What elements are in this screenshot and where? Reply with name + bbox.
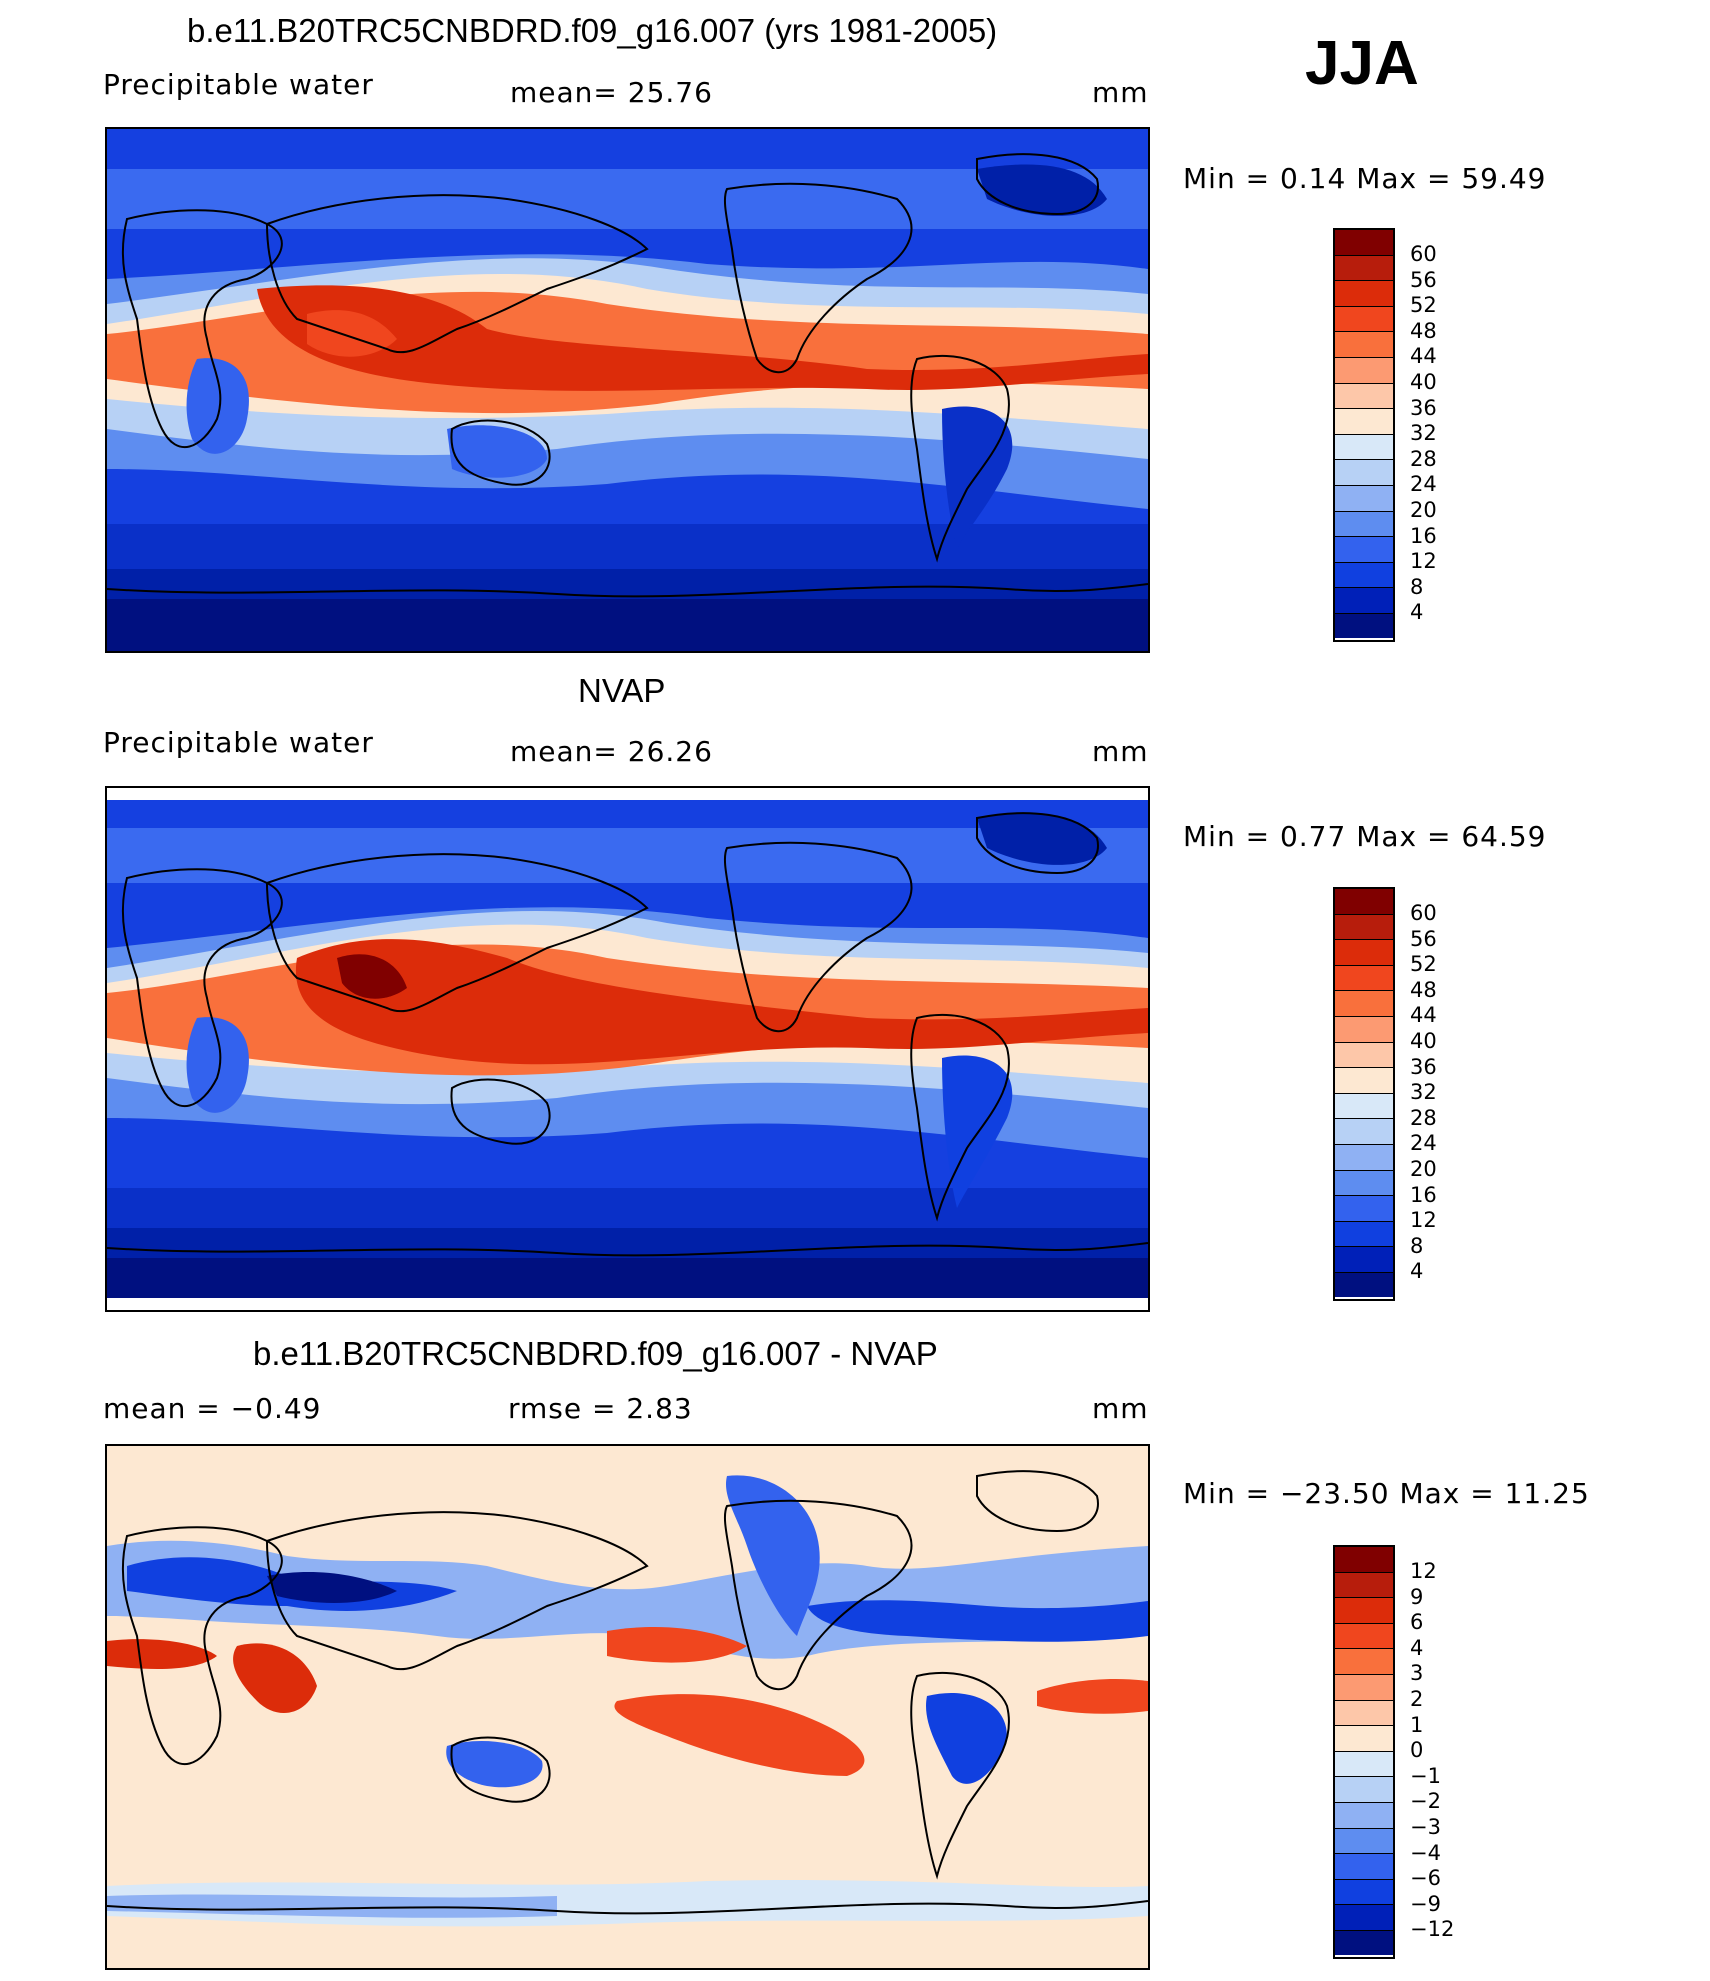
panel3-colorbar-label: −3 — [1410, 1815, 1441, 1839]
panel1-colorbar-label: 20 — [1410, 498, 1437, 522]
panel1-units-label: mm — [1092, 76, 1149, 109]
panel1-colorbar-label: 4 — [1410, 600, 1424, 624]
panel3-title: b.e11.B20TRC5CNBDRD.f09_g16.007 - NVAP — [253, 1335, 938, 1372]
panel1-colorbar-label: 40 — [1410, 370, 1437, 394]
panel2-minmax-label: Min = 0.77 Max = 64.59 — [1183, 820, 1547, 853]
panel3-colorbar-label: −9 — [1410, 1892, 1441, 1916]
panel3-colorbar-label: 6 — [1410, 1610, 1424, 1634]
panel2-colorbar-label: 24 — [1410, 1131, 1437, 1155]
panel2-map — [105, 786, 1150, 1312]
panel1-colorbar — [1333, 228, 1395, 642]
panel3-map-svg — [107, 1446, 1148, 1968]
panel2-colorbar-label: 20 — [1410, 1157, 1437, 1181]
panel2-mean-label: mean= 26.26 — [510, 735, 713, 768]
panel1-colorbar-label: 52 — [1410, 293, 1437, 317]
panel2-colorbar-label: 12 — [1410, 1208, 1437, 1232]
panel3-colorbar-label: −2 — [1410, 1789, 1441, 1813]
panel3-colorbar-label: 1 — [1410, 1713, 1424, 1737]
panel2-colorbar-label: 60 — [1410, 901, 1437, 925]
panel2-colorbar-label: 32 — [1410, 1080, 1437, 1104]
panel3-colorbar-label: −1 — [1410, 1764, 1441, 1788]
panel1-map — [105, 127, 1150, 653]
panel1-colorbar-label: 48 — [1410, 319, 1437, 343]
panel1-colorbar-label: 36 — [1410, 396, 1437, 420]
panel2-units-label: mm — [1092, 735, 1149, 768]
panel3-colorbar — [1333, 1545, 1395, 1959]
panel1-colorbar-label: 12 — [1410, 549, 1437, 573]
panel1-colorbar-label: 60 — [1410, 242, 1437, 266]
panel3-mean-label: mean = −0.49 — [103, 1392, 322, 1425]
panel2-colorbar-label: 16 — [1410, 1183, 1437, 1207]
panel3-map — [105, 1444, 1150, 1970]
panel1-colorbar-label: 16 — [1410, 524, 1437, 548]
panel3-colorbar-label: 4 — [1410, 1636, 1424, 1660]
panel2-variable-label: Precipitable water — [103, 726, 374, 759]
panel1-map-svg — [107, 129, 1148, 651]
panel2-title: NVAP — [578, 672, 666, 709]
panel2-colorbar-label: 8 — [1410, 1234, 1424, 1258]
panel2-colorbar-label: 28 — [1410, 1106, 1437, 1130]
panel1-variable-label: Precipitable water — [103, 68, 374, 101]
panel3-units-label: mm — [1092, 1392, 1149, 1425]
panel2-colorbar-label: 56 — [1410, 927, 1437, 951]
panel1-colorbar-label: 24 — [1410, 472, 1437, 496]
panel1-title: b.e11.B20TRC5CNBDRD.f09_g16.007 (yrs 198… — [187, 12, 998, 49]
panel2-colorbar-label: 36 — [1410, 1055, 1437, 1079]
panel2-map-svg — [107, 788, 1148, 1310]
panel2-colorbar — [1333, 887, 1395, 1301]
panel2-colorbar-label: 44 — [1410, 1003, 1437, 1027]
panel3-rmse-label: rmse = 2.83 — [508, 1392, 693, 1425]
panel3-colorbar-label: 9 — [1410, 1585, 1424, 1609]
panel3-colorbar-label: −12 — [1410, 1917, 1455, 1941]
panel1-minmax-label: Min = 0.14 Max = 59.49 — [1183, 162, 1547, 195]
panel1-colorbar-label: 32 — [1410, 421, 1437, 445]
panel2-colorbar-label: 40 — [1410, 1029, 1437, 1053]
panel3-minmax-label: Min = −23.50 Max = 11.25 — [1183, 1477, 1590, 1510]
season-label: JJA — [1305, 29, 1419, 98]
panel3-colorbar-label: 12 — [1410, 1559, 1437, 1583]
panel3-colorbar-label: 2 — [1410, 1687, 1424, 1711]
panel1-colorbar-label: 56 — [1410, 268, 1437, 292]
panel3-colorbar-label: 3 — [1410, 1661, 1424, 1685]
panel2-colorbar-label: 52 — [1410, 952, 1437, 976]
panel1-colorbar-label: 8 — [1410, 575, 1424, 599]
panel3-colorbar-label: −6 — [1410, 1866, 1441, 1890]
panel1-colorbar-label: 28 — [1410, 447, 1437, 471]
panel1-colorbar-label: 44 — [1410, 344, 1437, 368]
panel3-colorbar-label: −4 — [1410, 1841, 1441, 1865]
panel3-colorbar-label: 0 — [1410, 1738, 1424, 1762]
panel2-colorbar-label: 4 — [1410, 1259, 1424, 1283]
panel1-mean-label: mean= 25.76 — [510, 76, 713, 109]
panel2-colorbar-label: 48 — [1410, 978, 1437, 1002]
